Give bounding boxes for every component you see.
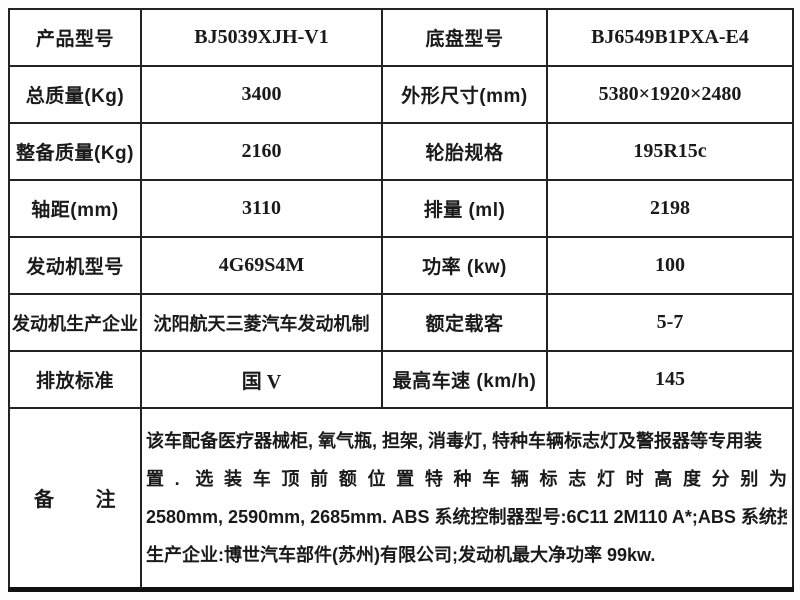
label-engine-manufacturer: 发动机生产企业 xyxy=(8,293,142,352)
table-row: 产品型号 BJ5039XJH-V1 底盘型号 BJ6549B1PXA-E4 xyxy=(8,8,794,67)
vehicle-spec-table: 产品型号 BJ5039XJH-V1 底盘型号 BJ6549B1PXA-E4 总质… xyxy=(8,8,794,592)
value-gross-weight: 3400 xyxy=(140,65,383,124)
label-max-speed: 最高车速 (km/h) xyxy=(381,350,548,409)
remarks-text-cell: 该车配备医疗器械柜, 氧气瓶, 担架, 消毒灯, 特种车辆标志灯及警报器等专用装… xyxy=(140,407,794,590)
value-product-model: BJ5039XJH-V1 xyxy=(140,8,383,67)
value-curb-weight: 2160 xyxy=(140,122,383,181)
table-row: 轴距(mm) 3110 排量 (ml) 2198 xyxy=(8,179,794,238)
remarks-line-2: 置. 选装车顶前额位置特种车辆标志灯时高度分别为 xyxy=(146,468,787,489)
value-max-speed: 145 xyxy=(546,350,794,409)
label-tire-spec: 轮胎规格 xyxy=(381,122,548,181)
remarks-line-1: 该车配备医疗器械柜, 氧气瓶, 担架, 消毒灯, 特种车辆标志灯及警报器等专用装 xyxy=(146,430,763,451)
label-rated-passengers: 额定载客 xyxy=(381,293,548,352)
value-wheelbase: 3110 xyxy=(140,179,383,238)
label-product-model: 产品型号 xyxy=(8,8,142,67)
label-power: 功率 (kw) xyxy=(381,236,548,295)
value-dimensions: 5380×1920×2480 xyxy=(546,65,794,124)
label-chassis-model: 底盘型号 xyxy=(381,8,548,67)
table-row: 排放标准 国 V 最高车速 (km/h) 145 xyxy=(8,350,794,409)
value-engine-manufacturer: 沈阳航天三菱汽车发动机制 xyxy=(140,293,383,352)
table-row: 总质量(Kg) 3400 外形尺寸(mm) 5380×1920×2480 xyxy=(8,65,794,124)
label-displacement: 排量 (ml) xyxy=(381,179,548,238)
label-wheelbase: 轴距(mm) xyxy=(8,179,142,238)
value-rated-passengers: 5-7 xyxy=(546,293,794,352)
table-row: 整备质量(Kg) 2160 轮胎规格 195R15c xyxy=(8,122,794,181)
value-engine-model: 4G69S4M xyxy=(140,236,383,295)
table-row: 发动机型号 4G69S4M 功率 (kw) 100 xyxy=(8,236,794,295)
label-emission-standard: 排放标准 xyxy=(8,350,142,409)
value-displacement: 2198 xyxy=(546,179,794,238)
label-curb-weight: 整备质量(Kg) xyxy=(8,122,142,181)
value-power: 100 xyxy=(546,236,794,295)
remarks-line-4: 生产企业:博世汽车部件(苏州)有限公司;发动机最大净功率 99kw. xyxy=(146,544,656,565)
table-row-remarks: 备 注 该车配备医疗器械柜, 氧气瓶, 担架, 消毒灯, 特种车辆标志灯及警报器… xyxy=(8,407,794,590)
value-tire-spec: 195R15c xyxy=(546,122,794,181)
spec-sheet: 产品型号 BJ5039XJH-V1 底盘型号 BJ6549B1PXA-E4 总质… xyxy=(8,8,794,592)
value-emission-standard: 国 V xyxy=(140,350,383,409)
label-remarks: 备 注 xyxy=(8,407,142,590)
table-row: 发动机生产企业 沈阳航天三菱汽车发动机制 额定载客 5-7 xyxy=(8,293,794,352)
value-chassis-model: BJ6549B1PXA-E4 xyxy=(546,8,794,67)
label-dimensions: 外形尺寸(mm) xyxy=(381,65,548,124)
label-engine-model: 发动机型号 xyxy=(8,236,142,295)
label-gross-weight: 总质量(Kg) xyxy=(8,65,142,124)
remarks-line-3: 2580mm, 2590mm, 2685mm. ABS 系统控制器型号:6C11… xyxy=(146,506,787,527)
